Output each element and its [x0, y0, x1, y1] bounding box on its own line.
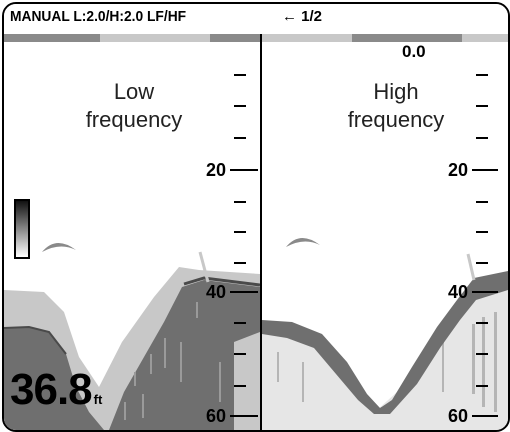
color-scale-bar-icon	[14, 199, 30, 259]
tick-major	[230, 291, 258, 293]
tick	[234, 322, 246, 324]
tick	[476, 105, 488, 107]
tick-major	[230, 169, 258, 171]
depth-label-60: 60	[205, 406, 226, 426]
tick	[476, 74, 488, 76]
mode-status-text: MANUAL L:2.0/H:2.0 LF/HF	[10, 8, 187, 25]
history-strip-low-end	[210, 34, 260, 42]
tick	[234, 262, 246, 264]
tick-major	[472, 291, 498, 293]
depth-label-60: 60	[447, 406, 468, 426]
depth-readout: 36.8 ft	[10, 366, 102, 424]
depth-label-20: 20	[205, 160, 226, 180]
fish-echo-icon	[42, 242, 76, 252]
low-frequency-pane: Low frequency 20 40 60	[4, 42, 260, 430]
history-strip-high	[262, 34, 352, 42]
tick-major	[472, 415, 498, 417]
tick	[476, 322, 488, 324]
depth-unit: ft	[93, 392, 103, 407]
low-label-line1: Low	[113, 79, 155, 104]
tick	[476, 353, 488, 355]
tick	[234, 201, 246, 203]
history-strip-high-end	[462, 34, 508, 42]
depth-label-40: 40	[205, 282, 226, 302]
tick	[234, 353, 246, 355]
tick	[234, 231, 246, 233]
high-frequency-pane: High frequency 0.0 20 40 60	[262, 42, 508, 430]
depth-label-40: 40	[447, 282, 468, 302]
low-frequency-echo	[4, 242, 260, 430]
tick-major	[230, 415, 258, 417]
tick	[234, 385, 246, 387]
high-frequency-echo	[262, 237, 508, 430]
tick	[234, 105, 246, 107]
low-label-line2: frequency	[85, 107, 183, 132]
tick	[476, 262, 488, 264]
pane-divider	[260, 34, 262, 430]
depth-label-20: 20	[447, 160, 468, 180]
tick	[476, 201, 488, 203]
tick	[234, 74, 246, 76]
history-strip-high-mid	[352, 34, 462, 42]
tick	[476, 137, 488, 139]
status-header: MANUAL L:2.0/H:2.0 LF/HF ← 1/2	[4, 4, 508, 34]
depth-value: 36.8	[10, 365, 93, 414]
page-indicator[interactable]: ← 1/2	[282, 8, 323, 25]
high-label-line1: High	[373, 79, 419, 104]
zero-label: 0.0	[402, 42, 426, 61]
tick	[476, 385, 488, 387]
high-label-line2: frequency	[347, 107, 445, 132]
history-strip-low	[4, 34, 100, 42]
tick	[476, 231, 488, 233]
fish-echo-icon	[286, 237, 320, 247]
tick	[234, 137, 246, 139]
tick-major	[472, 169, 498, 171]
history-strip-low-mid	[100, 34, 210, 42]
